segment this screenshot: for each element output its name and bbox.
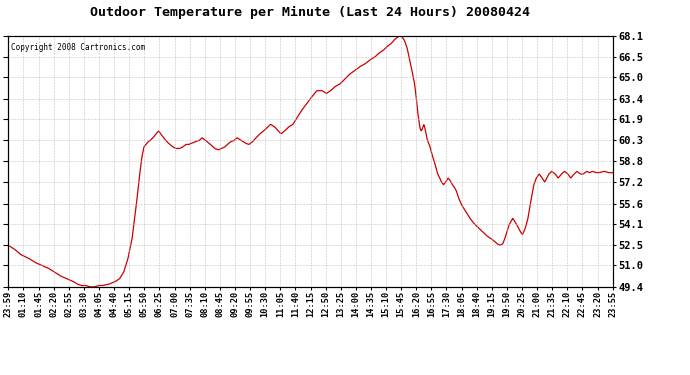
Text: Copyright 2008 Cartronics.com: Copyright 2008 Cartronics.com xyxy=(11,43,146,52)
Text: Outdoor Temperature per Minute (Last 24 Hours) 20080424: Outdoor Temperature per Minute (Last 24 … xyxy=(90,6,531,19)
